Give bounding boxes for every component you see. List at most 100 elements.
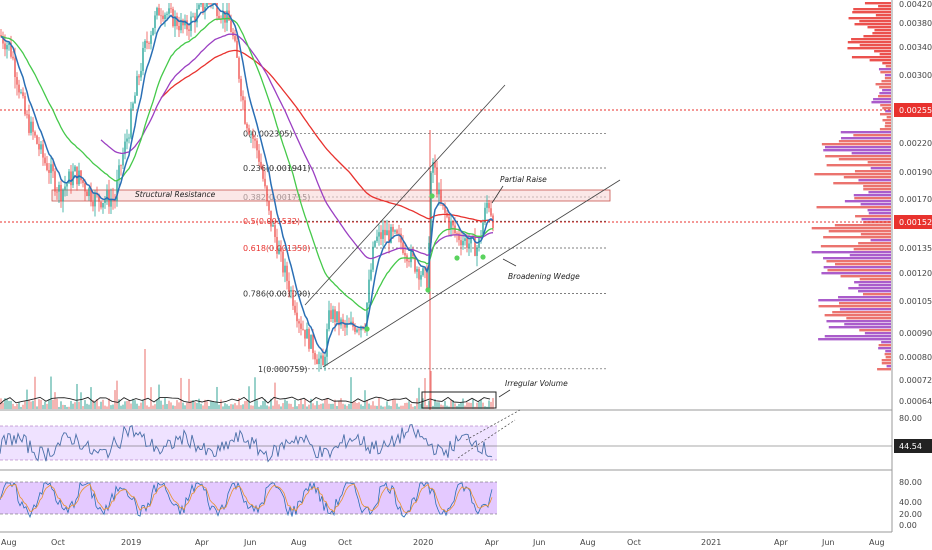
volume-bar — [462, 398, 464, 409]
candle-body — [8, 42, 10, 46]
volume-bar — [348, 403, 350, 409]
volume-profile-bar — [861, 218, 891, 221]
volume-bar — [176, 400, 178, 409]
candle-body — [274, 225, 276, 237]
volume-profile-bar — [848, 287, 891, 290]
candle-body — [356, 329, 358, 332]
volume-bar — [32, 400, 34, 409]
volume-bar — [326, 398, 328, 409]
volume-bar — [48, 399, 50, 409]
candle-body — [4, 43, 6, 50]
candle-body — [332, 309, 334, 320]
volume-profile-bar — [824, 335, 891, 338]
volume-profile-bar — [843, 176, 891, 179]
candle-body — [62, 189, 64, 202]
volume-profile-bar — [884, 353, 891, 356]
volume-bar — [34, 376, 36, 409]
candle-body — [328, 310, 330, 330]
volume-bar — [292, 406, 294, 409]
candle-body — [316, 359, 318, 365]
volume-profile-bar — [824, 146, 891, 149]
candle-body — [452, 221, 454, 226]
candle-body — [146, 40, 148, 43]
volume-profile-bar — [871, 101, 891, 104]
candle-body — [32, 121, 34, 132]
volume-bar — [414, 406, 416, 409]
volume-bar — [282, 403, 284, 409]
volume-bar — [96, 398, 98, 409]
volume-profile-bar — [868, 191, 891, 194]
volume-bar — [168, 400, 170, 409]
volume-profile-bar — [825, 155, 891, 158]
volume-bar — [466, 402, 468, 409]
volume-bar — [246, 400, 248, 409]
volume-bar — [28, 399, 30, 409]
time-tick: Apr — [195, 538, 210, 547]
volume-bars — [0, 349, 494, 409]
volume-ma-line — [0, 396, 491, 405]
volume-profile-bar — [848, 17, 891, 20]
volume-bar — [136, 403, 138, 409]
candle-body — [284, 265, 286, 273]
cross-marker — [425, 287, 431, 293]
volume-bar — [250, 405, 252, 409]
volume-profile-bar — [885, 122, 891, 125]
candle-body — [166, 13, 168, 15]
volume-bar — [186, 402, 188, 409]
candle-body — [6, 45, 8, 50]
candle-body — [192, 16, 194, 18]
candle-body — [292, 289, 294, 306]
volume-bar — [322, 403, 324, 409]
candle-body — [64, 186, 66, 190]
volume-bar — [8, 400, 10, 409]
candle-body — [60, 184, 62, 202]
candle-body — [164, 14, 166, 19]
volume-bar — [432, 405, 434, 409]
volume-profile-bar — [867, 26, 891, 29]
volume-profile-bar — [840, 131, 891, 134]
time-tick: Oct — [338, 538, 352, 547]
volume-bar — [270, 398, 272, 409]
candle-body — [258, 150, 260, 162]
candle-body — [326, 329, 328, 357]
volume-bar — [120, 405, 122, 409]
volume-profile-bar — [821, 272, 891, 275]
volume-bar — [144, 349, 146, 409]
volume-profile-bar — [827, 269, 891, 272]
stoch-tick: 20.00 — [899, 510, 922, 519]
volume-bar — [256, 400, 258, 409]
candle-body — [222, 11, 224, 20]
stoch-tick: 40.00 — [899, 498, 922, 507]
volume-profile-bar — [869, 59, 891, 62]
candle-body — [234, 36, 236, 41]
volume-bar — [36, 406, 38, 409]
volume-bar — [472, 399, 474, 409]
volume-profile-bar — [834, 224, 891, 227]
volume-bar — [294, 399, 296, 409]
broadening-wedge-label: Broadening Wedge — [508, 272, 580, 281]
wedge-upper-line — [304, 84, 506, 306]
volume-bar — [208, 405, 210, 409]
volume-profile-bar — [885, 350, 891, 353]
volume-bar — [210, 401, 212, 409]
volume-profile-bar — [851, 38, 891, 41]
candle-body — [126, 138, 128, 142]
volume-profile-bar — [818, 305, 891, 308]
candle-body — [124, 141, 126, 155]
candle-body — [92, 201, 94, 207]
candle-body — [256, 140, 258, 151]
volume-profile-bar — [875, 14, 891, 17]
volume-profile-bar — [828, 230, 891, 233]
volume-profile-bar — [860, 203, 891, 206]
candle-body — [2, 36, 4, 44]
candle-body — [438, 190, 440, 195]
volume-bar — [56, 398, 58, 409]
candle-body — [216, 3, 218, 17]
volume-bar — [20, 406, 22, 409]
candle-body — [398, 233, 400, 235]
candle-body — [390, 226, 392, 243]
